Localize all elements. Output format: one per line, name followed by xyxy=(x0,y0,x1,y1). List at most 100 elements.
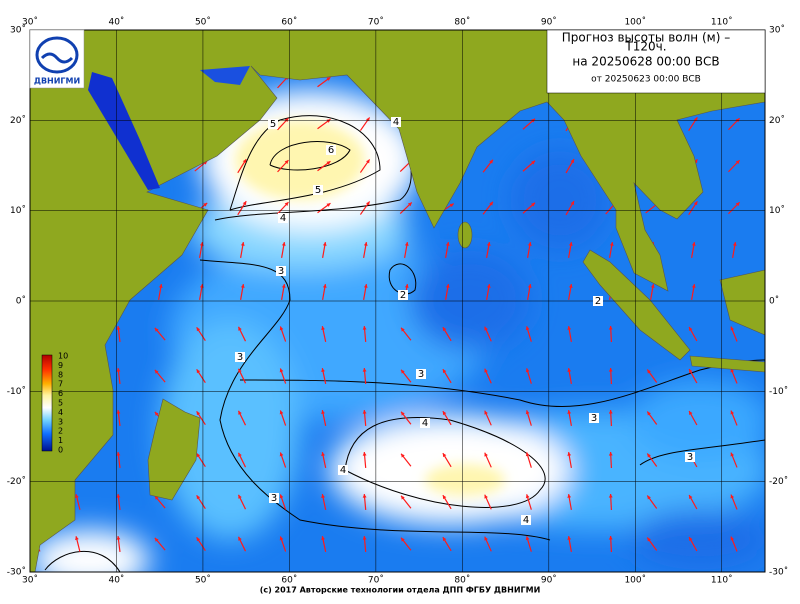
wind-arrow xyxy=(445,284,450,300)
arrow-head xyxy=(442,411,447,416)
arrow-head xyxy=(650,284,655,288)
contour-label: 4 xyxy=(280,213,286,224)
lat-label-left: 10˚ xyxy=(10,205,26,216)
wind-arrow xyxy=(196,368,206,384)
wind-arrow xyxy=(362,409,367,427)
wind-arrow xyxy=(196,536,206,552)
wave-max xyxy=(235,120,505,496)
wind-arrow xyxy=(484,410,492,426)
arrow-head xyxy=(116,452,121,456)
arrow-head xyxy=(442,495,447,500)
arrow-head xyxy=(567,494,572,498)
arrow-head xyxy=(154,495,159,500)
arrow-head xyxy=(531,118,536,123)
arrow-head xyxy=(326,77,331,81)
wind-arrow xyxy=(567,494,572,510)
wind-arrow xyxy=(567,368,572,384)
arrow-head xyxy=(442,327,447,332)
wind-arrow xyxy=(691,284,696,300)
wind-arrow xyxy=(688,326,698,342)
wind-arrow xyxy=(321,410,327,426)
wind-arrow xyxy=(400,327,412,341)
wind-arrow xyxy=(400,411,412,425)
lat-label-left: 0˚ xyxy=(16,296,26,307)
wind-arrow xyxy=(400,495,412,509)
wind-arrow xyxy=(484,326,492,342)
wind-arrow xyxy=(237,494,247,510)
contour-label-bg xyxy=(685,452,695,462)
wind-arrow xyxy=(567,536,572,552)
wind-arrow xyxy=(400,537,412,551)
lon-label-top: 30˚ xyxy=(22,17,38,28)
wind-arrow xyxy=(484,452,492,468)
contour-label-bg xyxy=(338,465,348,475)
arrow-head xyxy=(531,202,536,207)
contour-label-bg xyxy=(521,515,531,525)
arrow-head xyxy=(116,368,121,372)
arrow-head xyxy=(279,410,284,415)
contour-label-bg xyxy=(278,213,288,223)
arrow-head xyxy=(442,453,447,458)
colorbar-label: 3 xyxy=(58,417,63,426)
wind-arrow xyxy=(277,159,289,173)
contour-label: 4 xyxy=(422,418,428,429)
arrow-head xyxy=(449,203,454,208)
lat-label-right: 30˚ xyxy=(769,25,785,36)
arrow-head xyxy=(116,410,121,414)
wind-arrow xyxy=(281,284,286,300)
contour-label-bg xyxy=(398,290,408,300)
logo-text: ДВНИГМИ xyxy=(34,77,80,86)
lat-label-left: -10˚ xyxy=(7,386,26,397)
arrow-head xyxy=(525,410,530,415)
arrow-head xyxy=(321,536,325,541)
contour-label-bg xyxy=(391,117,401,127)
colorbar-label: 9 xyxy=(58,361,63,370)
lon-label-bottom: 50˚ xyxy=(195,575,211,586)
wind-arrow xyxy=(525,368,532,384)
wind-arrow xyxy=(442,410,452,426)
wind-arrow xyxy=(240,284,245,300)
contour-label-bg xyxy=(276,266,286,276)
contour-label: 3 xyxy=(418,369,424,380)
arrow-head xyxy=(366,159,370,164)
colorbar-label: 5 xyxy=(58,399,63,408)
arrow-head xyxy=(362,536,367,540)
wind-arrow xyxy=(527,242,532,258)
axis-labels: 30˚30˚40˚40˚50˚50˚60˚60˚70˚70˚80˚80˚90˚9… xyxy=(7,17,788,586)
wind-arrow xyxy=(688,494,698,510)
arrow-head xyxy=(525,326,530,331)
wind-arrow xyxy=(362,451,367,469)
wind-arrow xyxy=(359,201,371,215)
arrow-head xyxy=(284,202,289,207)
wind-arrow xyxy=(196,494,206,510)
wind-arrow xyxy=(279,536,287,552)
arrow-head xyxy=(730,326,735,331)
arrow-head xyxy=(154,411,159,416)
issued-time: от 20250623 00:00 ВСВ xyxy=(591,75,701,85)
wind-arrow xyxy=(321,452,327,468)
lon-label-top: 110˚ xyxy=(711,17,733,28)
arrow-head xyxy=(242,201,247,206)
wind-arrow xyxy=(650,284,655,300)
arrow-head xyxy=(647,495,651,500)
arrow-head xyxy=(567,368,572,372)
arrow-head xyxy=(322,242,327,246)
wind-arrow xyxy=(362,325,367,343)
arrow-head xyxy=(279,326,284,331)
arrow-head xyxy=(445,242,450,246)
arrow-head xyxy=(196,453,201,458)
wind-arrow xyxy=(399,202,413,214)
lat-label-right: -20˚ xyxy=(769,476,788,487)
arrow-head xyxy=(154,537,159,542)
wind-arrow xyxy=(363,284,368,300)
wind-arrow xyxy=(154,327,166,341)
contour-label: 5 xyxy=(315,185,321,196)
wind-arrow xyxy=(688,536,698,552)
wind-arrow xyxy=(317,202,331,214)
arrow-head xyxy=(279,536,284,541)
arrow-head xyxy=(732,242,737,246)
arrow-head xyxy=(240,242,245,246)
arrow-head xyxy=(567,410,572,414)
arrow-head xyxy=(75,494,79,499)
